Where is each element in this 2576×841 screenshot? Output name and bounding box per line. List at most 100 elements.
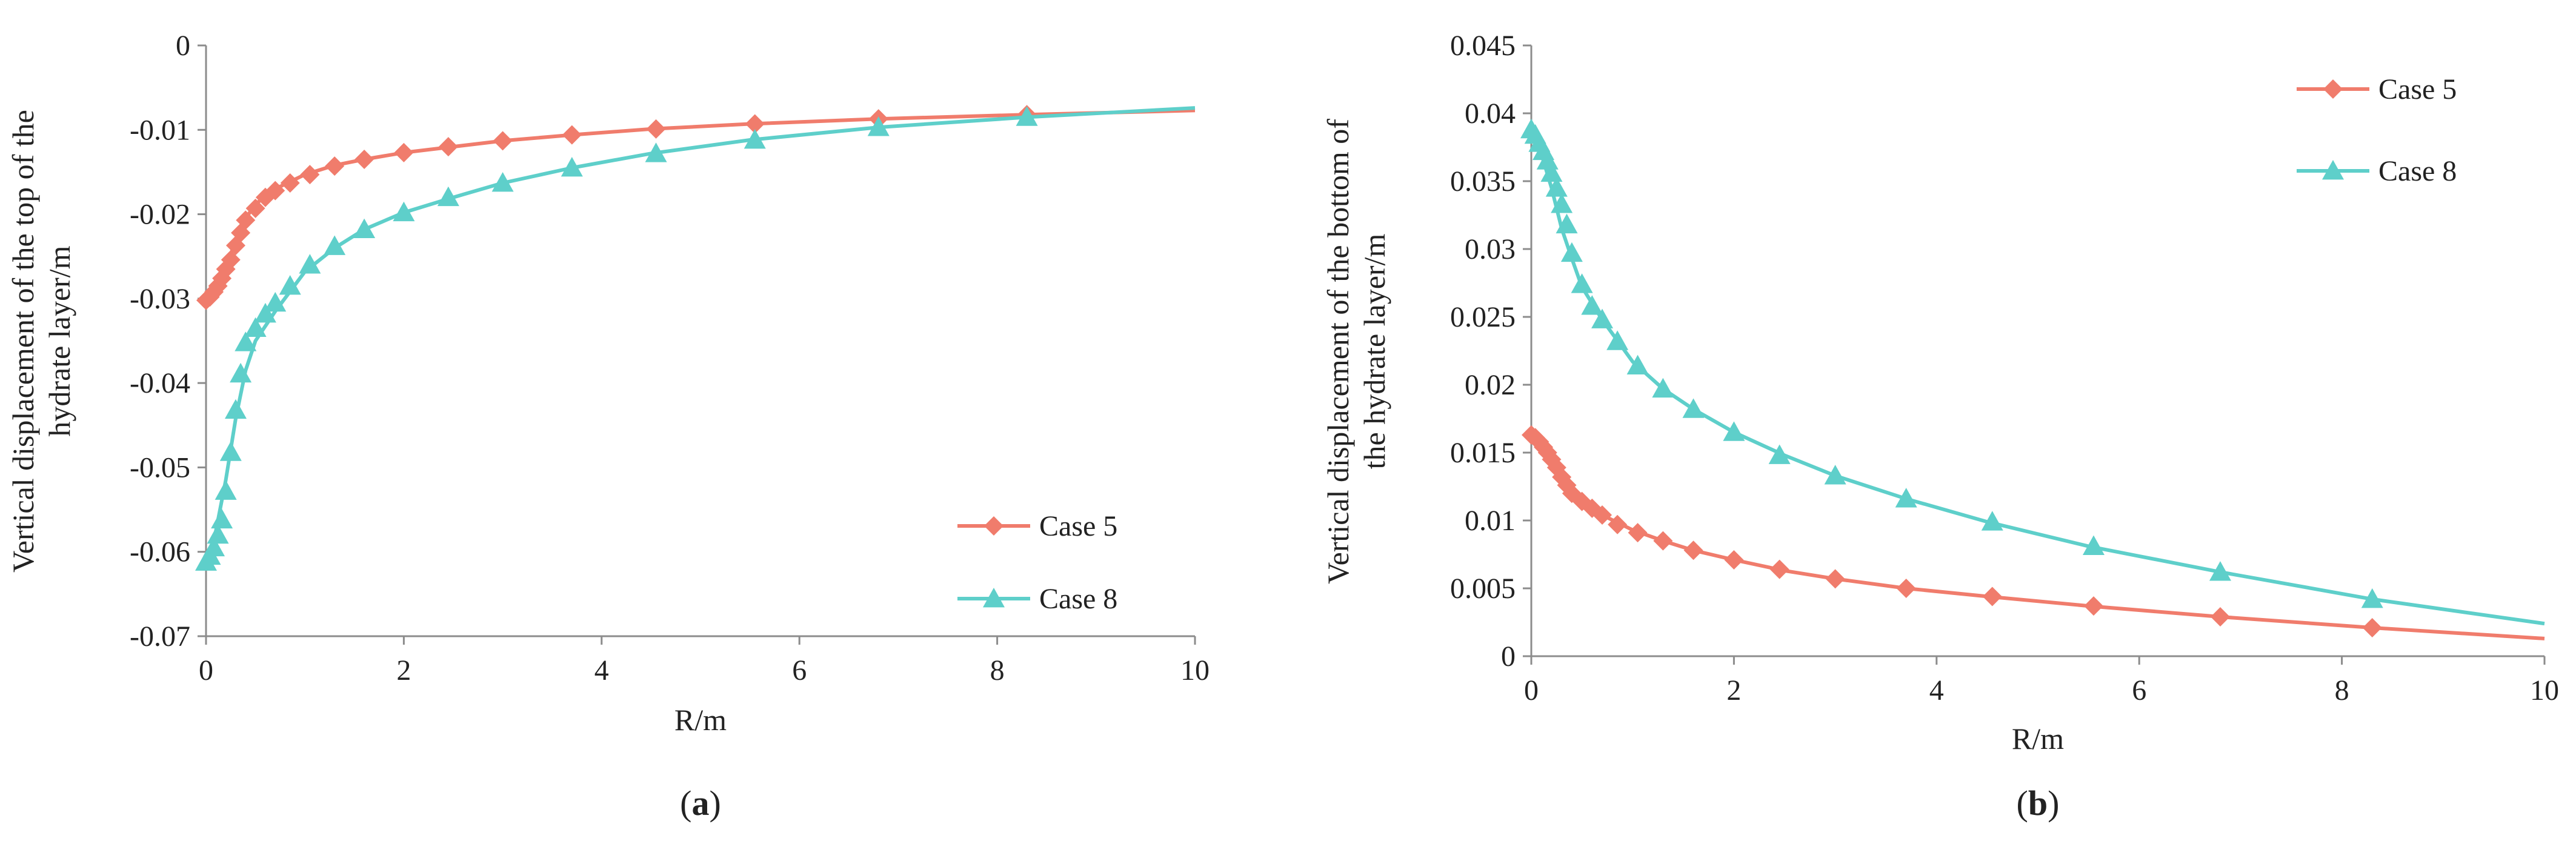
x-axis-label: R/m [2012,722,2064,756]
diamond-marker [745,114,765,134]
panel-label-open: ( [680,783,691,823]
y-tick-label: -0.06 [130,536,190,568]
triangle-marker [1571,273,1593,293]
y-tick-label: 0 [1501,640,1516,673]
triangle-marker [1652,377,1674,398]
legend-label: Case 8 [1039,583,1117,615]
legend-entry: Case 5 [2297,73,2457,105]
y-axis-label-line: the hydrate layer/m [1357,234,1391,470]
y-tick-label: -0.04 [130,367,190,399]
diamond-marker [236,210,256,230]
triangle-marker [983,588,1005,608]
triangle-marker [867,116,890,136]
y-tick-label: 0.01 [1465,505,1516,537]
panel-a: 0 -0.01 -0.02 -0.03 -0.04 -0.05 -0.06 -0.07 0 2 4 6… [6,30,1210,823]
triangle-marker [215,480,237,500]
diamond-marker [438,137,458,157]
diamond-marker [562,125,582,145]
legend-entry: Case 8 [957,583,1117,615]
triangle-marker [1981,511,2003,531]
triangle-marker [235,331,257,351]
x-axis-label: R/m [674,703,727,737]
triangle-marker [491,172,514,192]
triangle-marker [254,302,276,323]
y-tick-label: 0.025 [1450,301,1516,333]
triangle-marker [393,201,415,222]
x-tick-label: 6 [2132,674,2146,706]
diamond-marker [1653,531,1673,551]
diamond-marker [280,173,300,193]
series-line [204,106,1196,563]
triangle-marker [1540,162,1563,182]
triangle-marker [219,441,242,461]
triangle-marker [230,362,252,383]
x-tick-label: 8 [990,654,1005,686]
triangle-marker [1560,242,1583,262]
diamond-marker [984,516,1003,536]
triangle-marker [264,291,287,312]
y-tick-label: 0.04 [1465,98,1516,130]
triangle-marker [1824,465,1846,485]
x-tick-label: 8 [2335,674,2349,706]
triangle-marker [2082,535,2105,555]
diamond-marker [2083,596,2103,616]
triangle-marker [1626,354,1649,375]
diamond-marker [2210,607,2230,627]
triangle-marker [2361,588,2383,608]
panel-label-close: ) [2048,783,2059,823]
diamond-marker [300,165,320,185]
triangle-marker [437,186,459,207]
x-tick-label: 10 [2530,674,2559,706]
series-case-8 [1520,118,2545,626]
y-axis-label-line: hydrate layer/m [42,245,76,436]
triangle-marker [203,536,225,557]
series-case-8 [195,106,1196,571]
triangle-marker [1606,330,1629,350]
panel-label-close: ) [710,783,721,823]
triangle-marker [211,508,233,529]
series-case-5 [196,105,1196,310]
triangle-marker [1895,488,1917,508]
triangle-marker [1723,421,1745,441]
triangle-marker [645,142,667,162]
series-line [1530,433,2545,640]
diamond-marker [1608,514,1628,534]
y-tick-label: -0.03 [130,283,190,315]
diamond-marker [2323,79,2343,99]
panel-label: (a) [680,783,721,823]
triangle-marker [207,524,229,544]
x-tick-label: 4 [594,654,609,686]
y-tick-label: 0.015 [1450,437,1516,469]
x-tick-label: 2 [396,654,411,686]
legend-label: Case 5 [1039,510,1117,542]
y-tick-label: 0.035 [1450,165,1516,198]
triangle-marker [1591,308,1614,328]
triangle-marker [279,274,301,295]
diamond-marker [394,142,414,162]
triangle-marker [1768,444,1791,464]
triangle-marker [1545,177,1568,197]
panel-label: (b) [2017,783,2060,823]
panel-label-letter: a [692,783,710,823]
x-tick-label: 2 [1726,674,1741,706]
diamond-marker [325,156,345,176]
series-case-5 [1522,425,2545,640]
y-tick-label: -0.07 [130,620,190,653]
triangle-marker [224,399,247,419]
diamond-marker [245,198,265,218]
series-line [1529,128,2545,626]
diamond-marker [1628,523,1648,543]
triangle-marker [2322,160,2344,180]
diamond-marker [493,131,513,151]
x-tick-label: 0 [1524,674,1539,706]
triangle-marker [1016,106,1038,126]
triangle-marker [1581,295,1603,315]
y-tick-label: -0.01 [130,114,190,146]
diamond-marker [1683,540,1703,560]
y-tick-label: -0.02 [130,199,190,231]
legend-label: Case 8 [2378,155,2457,187]
y-axis-label-line: Vertical displacement of the bottom of [1321,119,1355,584]
x-tick-label: 10 [1180,654,1210,686]
diamond-marker [646,119,666,139]
